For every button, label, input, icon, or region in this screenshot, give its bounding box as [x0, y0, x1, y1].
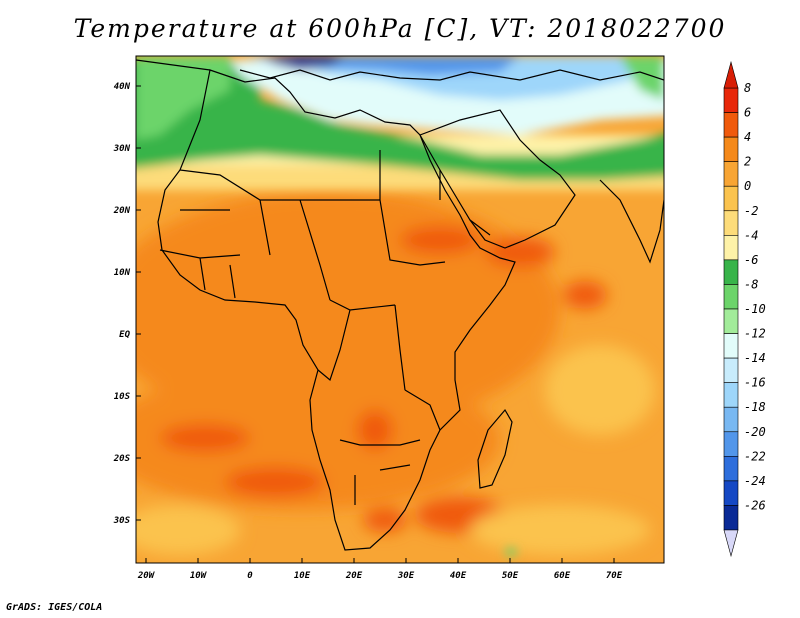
lon-label: 0: [247, 571, 253, 581]
colorbar-label: 6: [744, 106, 751, 120]
lon-label: 60E: [554, 571, 571, 581]
lat-label: 20N: [113, 206, 131, 216]
colorbar-label: 8: [744, 81, 751, 95]
europe-outline: [136, 59, 664, 81]
colorbar-segment: [723, 357, 739, 383]
colorbar-segment: [723, 480, 739, 506]
field-hot6: [357, 410, 393, 450]
colorbar-label: 4: [744, 130, 751, 144]
lat-label: 30S: [113, 516, 131, 526]
lat-label: 10S: [114, 392, 131, 402]
field-hot1: [400, 226, 480, 254]
colorbar-segment: [723, 308, 739, 334]
colorbar-segment: [723, 406, 739, 433]
colorbar-segment: [723, 431, 739, 457]
colorbar-label: -20: [744, 425, 766, 439]
madagascar-outline: [477, 408, 513, 489]
colorbar-bottom-arrow: [723, 529, 739, 558]
colorbar-segment: [723, 185, 739, 212]
field-hot2: [485, 237, 555, 267]
map-title: Temperature at 600hPa [C], VT: 201802270…: [73, 14, 727, 43]
longitude-axis: 20W 10W 0 10E 20E 30E 40E 50E 60E 70E: [137, 558, 623, 581]
lat-label: 30N: [113, 144, 131, 154]
colorbar-label: -18: [744, 400, 766, 414]
colorbar: 8 6 4 2 0 -2 -4 -6 -8 -10 -12 -14 -16 -18 -20 -22 -24 -26: [723, 60, 766, 558]
field-hot4: [160, 424, 250, 452]
india-outline: [599, 179, 664, 264]
arabia-outline: [419, 109, 576, 249]
field-lightgreen2: [620, 56, 664, 100]
colorbar-segment: [723, 112, 739, 138]
lon-label: 10W: [190, 571, 208, 581]
lon-label: 20W: [137, 571, 156, 581]
field-core2: [136, 370, 500, 510]
lon-label: 20E: [345, 571, 363, 581]
coastlines: [136, 59, 664, 551]
colorbar-label: -22: [744, 449, 766, 463]
lat-label: 40N: [114, 82, 131, 92]
lat-label: 20S: [113, 454, 131, 464]
field-green: [136, 60, 664, 180]
lon-label: 10E: [294, 571, 311, 581]
colorbar-segment: [723, 210, 739, 236]
field-green-small: [505, 548, 517, 556]
colorbar-segment: [723, 456, 739, 482]
colorbar-segment: [723, 235, 739, 261]
colorbar-segment: [723, 161, 739, 187]
lon-label: 30E: [397, 571, 415, 581]
colorbar-segment: [723, 382, 739, 408]
field-hot5: [225, 467, 325, 497]
colorbar-label: -10: [744, 302, 766, 316]
footer-credit: GrADS: IGES/COLA: [6, 602, 103, 613]
lat-label: EQ: [119, 330, 130, 340]
colorbar-label: -6: [744, 253, 758, 267]
lon-label: 40E: [450, 571, 467, 581]
colorbar-segment: [723, 505, 739, 531]
colorbar-label: -16: [744, 376, 766, 390]
colorbar-label: -4: [744, 228, 758, 242]
lat-label: 10N: [114, 268, 131, 278]
colorbar-segment: [723, 259, 739, 285]
field-lightgreen1: [136, 56, 230, 140]
colorbar-segment: [723, 284, 739, 310]
colorbar-segment: [723, 136, 739, 162]
field-hot8: [363, 508, 407, 532]
africa-outline: [157, 69, 516, 551]
colorbar-top-arrow: [723, 60, 739, 89]
lon-label: 70E: [606, 571, 623, 581]
colorbar-label: -12: [744, 327, 766, 341]
lon-label: 50E: [502, 571, 519, 581]
field-darkblue: [262, 56, 345, 70]
colorbar-label: -8: [744, 277, 758, 291]
colorbar-label: 2: [744, 155, 751, 169]
colorbar-segment: [723, 333, 739, 359]
colorbar-label: 0: [744, 179, 751, 193]
colorbar-label: -24: [744, 474, 766, 488]
temperature-field: [136, 56, 664, 563]
border-lines: [159, 150, 491, 505]
colorbar-label: -14: [744, 351, 766, 365]
latitude-axis: 40N 30N 20N 10N EQ 10S 20S 30S: [113, 82, 141, 526]
field-cool1: [545, 345, 655, 435]
field-cool3: [470, 505, 650, 555]
field-cool2: [136, 505, 240, 555]
colorbar-label: -2: [744, 204, 758, 218]
colorbar-label: -26: [744, 498, 766, 512]
colorbar-segment: [723, 87, 739, 113]
field-hot3: [563, 281, 607, 309]
map-frame: [135, 55, 665, 564]
